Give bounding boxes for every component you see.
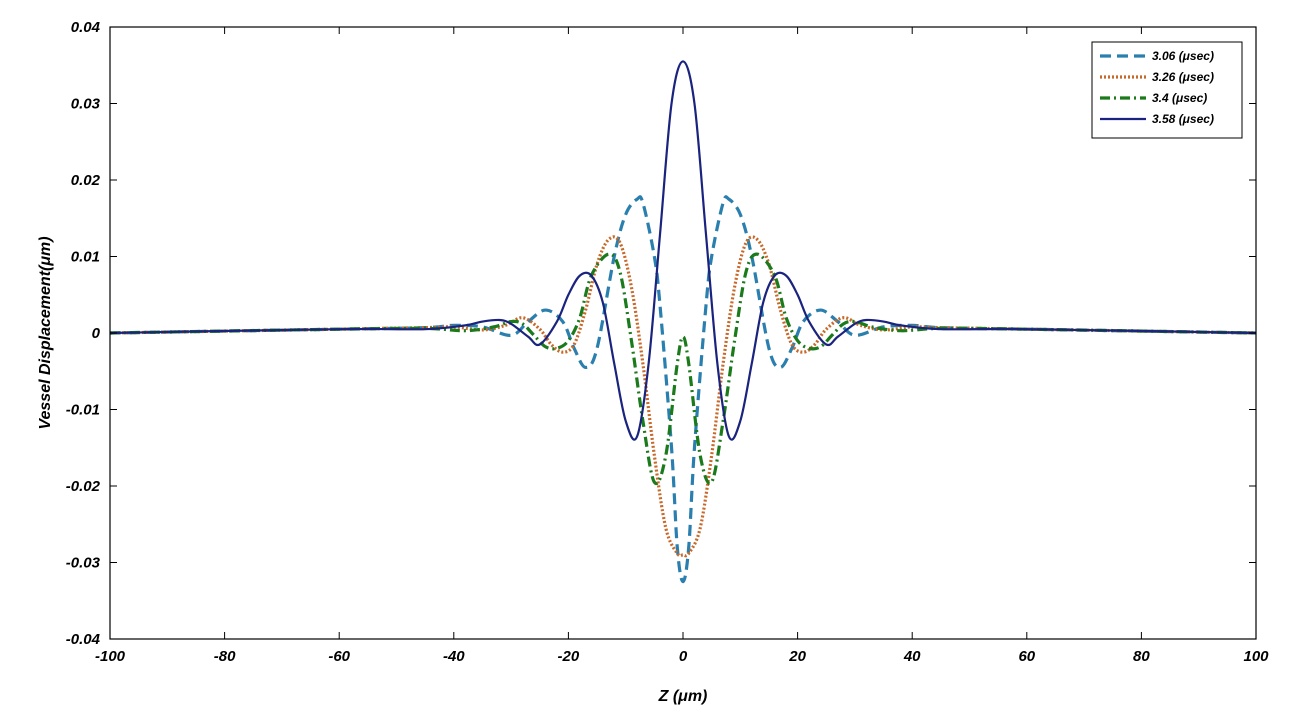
x-tick-label: -40 bbox=[443, 648, 465, 665]
x-axis-label: Z (μm) bbox=[658, 688, 708, 705]
x-tick-label: 60 bbox=[1018, 648, 1035, 665]
legend-box bbox=[1091, 41, 1243, 139]
legend-label: 3.26 (μsec) bbox=[1152, 70, 1214, 84]
y-tick-label: 0 bbox=[92, 325, 101, 342]
x-tick-label: -20 bbox=[558, 648, 580, 665]
x-tick-label: 20 bbox=[788, 648, 806, 665]
y-tick-label: -0.02 bbox=[66, 478, 101, 495]
y-tick-label: -0.04 bbox=[66, 631, 101, 648]
y-tick-label: -0.03 bbox=[66, 555, 101, 572]
x-tick-label: 40 bbox=[903, 648, 921, 665]
series-layer bbox=[110, 60, 1256, 584]
y-axis-label: Vessel Displacement(μm) bbox=[37, 236, 54, 429]
y-tick-label: -0.01 bbox=[66, 402, 100, 419]
series-line-1 bbox=[110, 195, 1256, 584]
x-tick-label: -100 bbox=[95, 648, 126, 665]
legend-label: 3.4 (μsec) bbox=[1152, 91, 1207, 105]
y-tick-label: 0.02 bbox=[71, 172, 101, 189]
x-tick-label: 100 bbox=[1243, 648, 1269, 665]
x-tick-label: -60 bbox=[328, 648, 350, 665]
y-tick-label: 0.04 bbox=[71, 19, 101, 36]
series-line-4 bbox=[110, 60, 1256, 441]
series-line-3 bbox=[110, 252, 1256, 486]
y-tick-label: 0.03 bbox=[71, 96, 101, 113]
legend-label: 3.58 (μsec) bbox=[1152, 112, 1214, 126]
tick-layer: -100 -80 -60 -40 -20 0 20 40 60 80 100 0.04 0.03 0.02… bbox=[66, 19, 1269, 665]
x-tick-label: 0 bbox=[679, 648, 688, 665]
x-tick-label: -80 bbox=[214, 648, 236, 665]
y-tick-label: 0.01 bbox=[71, 249, 100, 266]
series-line-2 bbox=[110, 235, 1256, 558]
legend: 3.06 (μsec) 3.26 (μsec) 3.4 (μsec) 3.58 (μs… bbox=[1091, 41, 1243, 139]
x-tick-label: 80 bbox=[1133, 648, 1150, 665]
legend-label: 3.06 (μsec) bbox=[1152, 49, 1214, 63]
plot-area bbox=[110, 27, 1256, 639]
